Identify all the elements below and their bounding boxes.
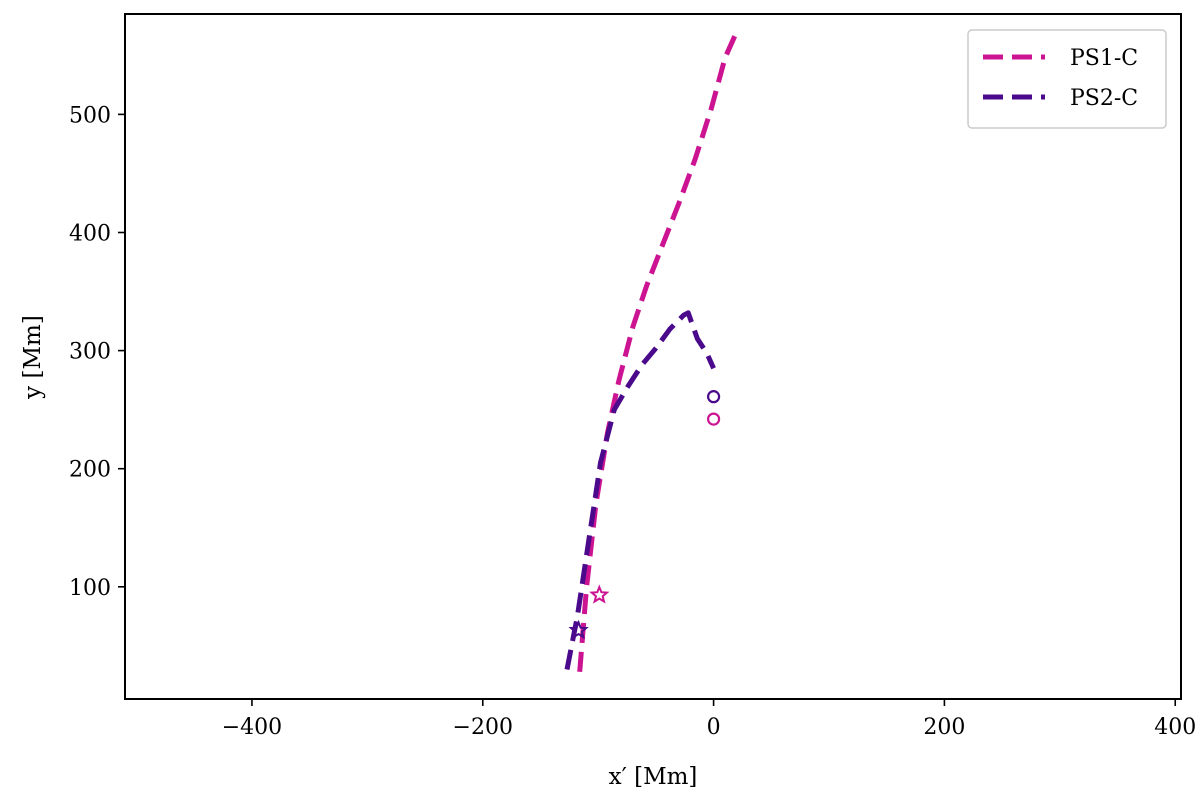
y-tick-label: 500 <box>69 103 111 128</box>
legend-label-2: PS2-C <box>1070 86 1138 111</box>
end-circle-marker-2 <box>706 390 721 404</box>
legend: PS1-C PS2-C <box>967 29 1167 129</box>
plot-frame <box>124 13 1182 700</box>
x-tick-label: 0 <box>707 715 721 740</box>
start-star-marker-1 <box>589 584 610 604</box>
x-tick-label: −400 <box>222 715 282 740</box>
x-tick-label: 200 <box>923 715 965 740</box>
y-axis-label: y [Mm] <box>20 315 46 400</box>
x-tick-label: 400 <box>1154 715 1196 740</box>
y-tick-label: 300 <box>69 340 111 365</box>
x-axis-label: x′ [Mm] <box>609 764 698 790</box>
end-circle-marker-1 <box>706 412 721 426</box>
legend-label-1: PS1-C <box>1070 46 1138 71</box>
y-tick-label: 100 <box>69 576 111 601</box>
start-star-marker-2 <box>568 619 589 640</box>
y-tick-label: 400 <box>69 221 111 246</box>
x-axis-ticks: −400 −200 0 200 400 <box>222 699 1196 740</box>
series-line-2 <box>564 310 716 670</box>
plot-markers <box>568 390 721 640</box>
y-axis-ticks: 100 200 300 400 500 <box>69 103 125 601</box>
legend-box <box>967 29 1167 129</box>
y-tick-label: 200 <box>69 458 111 483</box>
x-tick-label: −200 <box>453 715 513 740</box>
plot-lines <box>564 30 739 673</box>
series-line-1 <box>577 30 739 673</box>
